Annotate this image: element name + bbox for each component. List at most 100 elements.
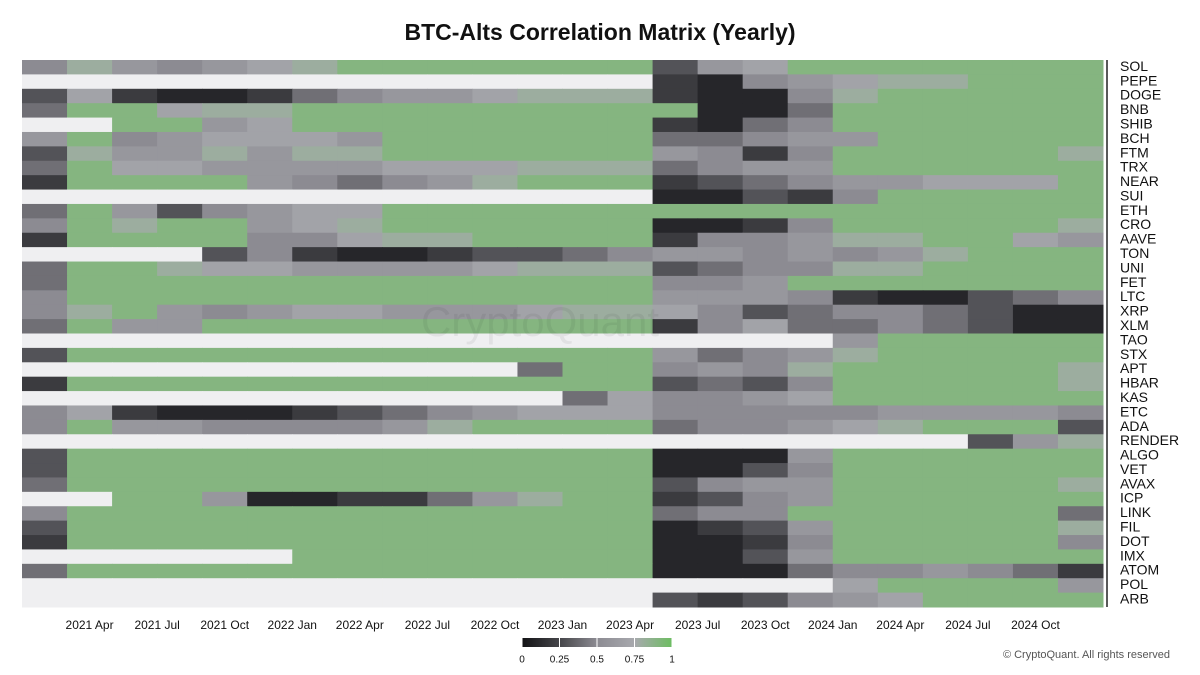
heatmap-cell: [157, 175, 203, 191]
heatmap-cell: [112, 347, 158, 363]
heatmap-cell: [967, 247, 1014, 263]
heatmap-cell: [697, 535, 744, 550]
no-data-cell: [427, 592, 473, 608]
heatmap-cell: [382, 520, 428, 536]
heatmap-cell: [877, 189, 924, 205]
heatmap-cell: [832, 189, 879, 205]
heatmap-cell: [832, 203, 879, 219]
heatmap-cell: [202, 146, 248, 162]
heatmap-cell: [562, 463, 609, 478]
heatmap-cell: [877, 261, 924, 277]
heatmap-cell: [652, 506, 699, 522]
heatmap-cell: [922, 275, 969, 291]
heatmap-cell: [292, 463, 338, 478]
heatmap-cell: [292, 419, 338, 435]
heatmap-cell: [427, 117, 473, 133]
heatmap-cell: [112, 376, 158, 392]
heatmap-cell: [247, 261, 293, 277]
heatmap-cell: [652, 563, 699, 579]
heatmap-cell: [292, 103, 338, 119]
no-data-cell: [382, 189, 428, 205]
heatmap-cell: [922, 247, 969, 263]
heatmap-cell: [157, 506, 203, 522]
heatmap-cell: [247, 563, 293, 579]
heatmap-cell: [202, 218, 248, 234]
heatmap-cell: [247, 290, 293, 306]
heatmap-cell: [787, 175, 834, 191]
heatmap-cell: [967, 347, 1014, 363]
heatmap-cell: [877, 146, 924, 162]
heatmap-cell: [607, 160, 654, 176]
no-data-cell: [382, 362, 428, 378]
heatmap-cell: [697, 247, 744, 263]
heatmap-cell: [652, 261, 699, 277]
y-tick-label: XLM: [1120, 317, 1149, 333]
no-data-cell: [427, 189, 473, 205]
heatmap-cell: [382, 376, 428, 392]
heatmap-cell: [247, 463, 293, 478]
heatmap-cell: [382, 117, 428, 133]
heatmap-cell: [112, 419, 158, 435]
y-tick-label: DOT: [1120, 533, 1150, 549]
heatmap-cell: [697, 448, 744, 464]
no-data-cell: [472, 333, 518, 349]
heatmap-cell: [832, 405, 879, 421]
heatmap-cell: [742, 347, 789, 363]
heatmap-cell: [1012, 88, 1059, 104]
heatmap-cell: [337, 506, 383, 522]
heatmap-cell: [922, 131, 969, 147]
heatmap-cell: [1012, 347, 1059, 363]
heatmap-cell: [382, 563, 428, 579]
heatmap-cell: [877, 160, 924, 176]
heatmap-cell: [1012, 506, 1059, 522]
heatmap-cell: [832, 131, 879, 147]
heatmap-cell: [202, 535, 248, 550]
heatmap-cell: [22, 304, 68, 320]
no-data-cell: [67, 247, 113, 263]
heatmap-cell: [787, 463, 834, 478]
colorbar-tick-label: 0: [519, 655, 525, 666]
heatmap-cell: [652, 74, 699, 90]
no-data-cell: [607, 189, 654, 205]
heatmap-cell: [472, 448, 518, 464]
heatmap-cell: [427, 563, 473, 579]
heatmap-cell: [787, 117, 834, 133]
heatmap-cell: [382, 506, 428, 522]
heatmap-cell: [247, 60, 293, 75]
heatmap-cell: [517, 520, 563, 536]
heatmap-cell: [787, 232, 834, 248]
heatmap-cell: [22, 103, 68, 119]
heatmap-cell: [472, 463, 518, 478]
heatmap-cell: [652, 103, 699, 119]
no-data-cell: [202, 391, 248, 406]
heatmap-cell: [607, 88, 654, 104]
heatmap-cell: [517, 290, 563, 306]
heatmap-cell: [742, 592, 789, 608]
heatmap-cell: [472, 218, 518, 234]
heatmap-cell: [697, 419, 744, 435]
heatmap-cell: [787, 290, 834, 306]
x-tick-label: 2021 Apr: [66, 618, 114, 632]
no-data-cell: [742, 578, 789, 594]
no-data-cell: [427, 333, 473, 349]
heatmap-cell: [787, 520, 834, 536]
x-tick-label: 2023 Jul: [675, 618, 720, 632]
heatmap-cell: [337, 304, 383, 320]
heatmap-cell: [922, 319, 969, 334]
heatmap-cell: [922, 535, 969, 550]
heatmap-cell: [742, 146, 789, 162]
heatmap-cell: [1012, 146, 1059, 162]
heatmap-cell: [967, 419, 1014, 435]
heatmap-cell: [337, 117, 383, 133]
heatmap-cell: [112, 506, 158, 522]
heatmap-cell: [472, 203, 518, 219]
no-data-cell: [22, 434, 68, 450]
heatmap-cell: [697, 60, 744, 75]
heatmap-cell: [157, 304, 203, 320]
heatmap-cell: [67, 419, 113, 435]
heatmap-cell: [382, 218, 428, 234]
heatmap-cell: [337, 247, 383, 263]
heatmap-cell: [967, 131, 1014, 147]
y-tick-label: NEAR: [1120, 173, 1159, 189]
heatmap-cell: [337, 448, 383, 464]
